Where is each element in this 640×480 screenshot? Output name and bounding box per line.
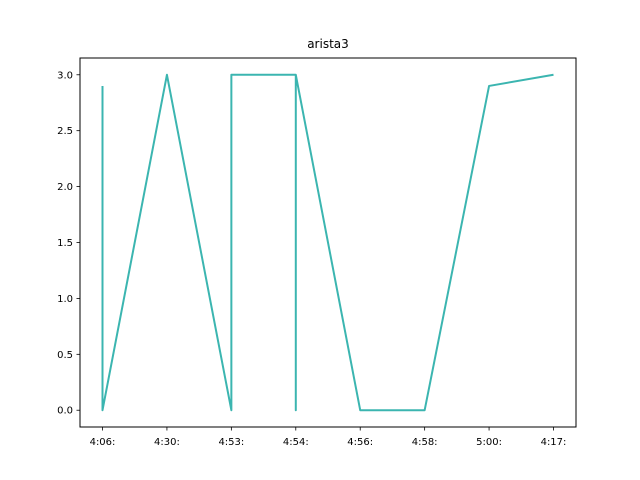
- x-tick-label: 4:06:: [90, 437, 116, 448]
- y-tick-label: 3.0: [57, 70, 73, 81]
- plot-frame: [79, 57, 577, 428]
- series-line: [101, 73, 554, 412]
- x-tick-label: 4:54:: [283, 437, 309, 448]
- y-tick-label: 2.0: [57, 182, 73, 193]
- x-tick-label: 5:00:: [476, 437, 502, 448]
- chart-title: arista3: [307, 37, 349, 51]
- x-tick-label: 4:17:: [541, 437, 567, 448]
- y-tick-label: 2.5: [57, 126, 73, 137]
- y-tick-label: 1.5: [57, 238, 73, 249]
- y-tick-label: 0.0: [57, 406, 73, 417]
- x-axis: 4:06: 4:30: 4:53: 4:54: 4:56: 4:58: 5:00: 4:17:: [90, 427, 567, 448]
- x-tick-label: 4:58:: [412, 437, 438, 448]
- y-tick-label: 1.0: [57, 294, 73, 305]
- x-tick-label: 4:30:: [154, 437, 180, 448]
- x-tick-label: 4:56:: [347, 437, 373, 448]
- y-axis: 0.0 0.5 1.0 1.5 2.0 2.5 3.0: [57, 70, 80, 417]
- series-lines: [101, 73, 554, 412]
- y-tick-label: 0.5: [57, 350, 73, 361]
- x-tick-label: 4:53:: [218, 437, 244, 448]
